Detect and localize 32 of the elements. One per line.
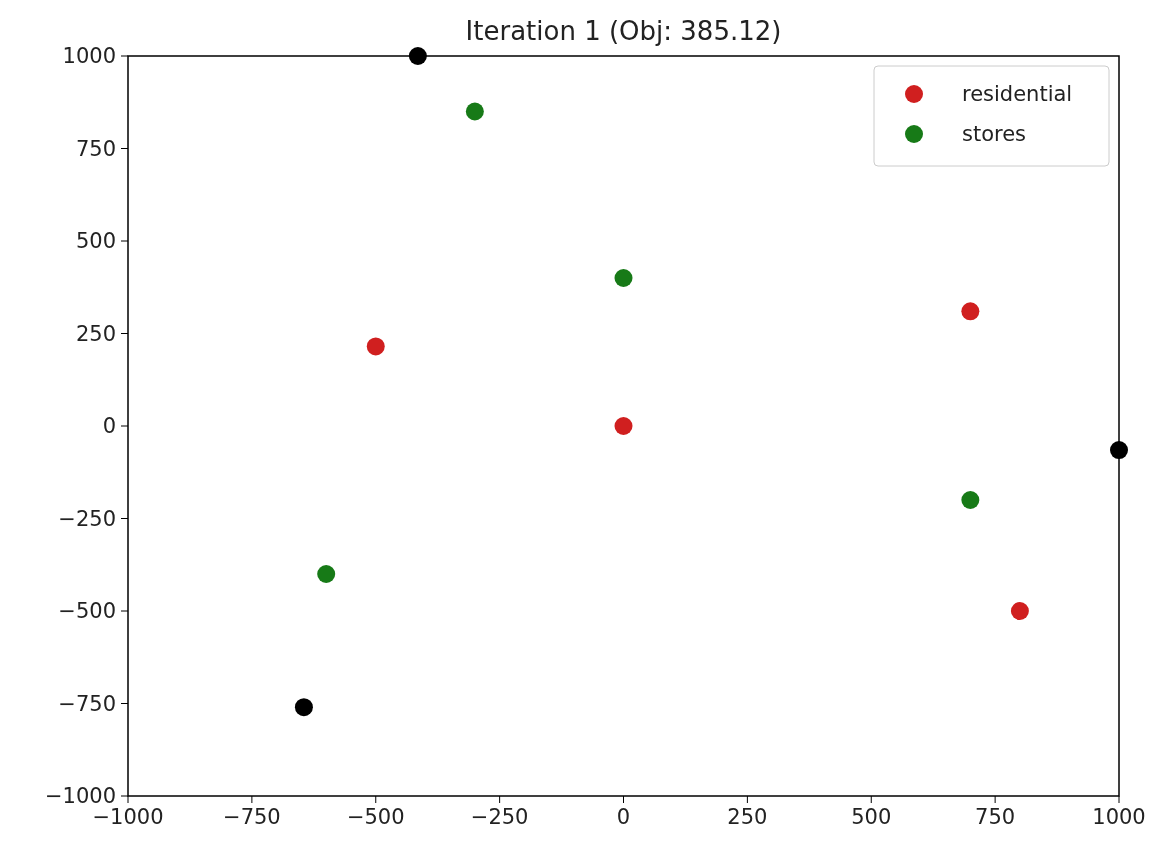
x-tick-label: −250 bbox=[470, 805, 529, 829]
point bbox=[1010, 602, 1029, 620]
point bbox=[614, 417, 633, 435]
y-tick-label: −250 bbox=[58, 506, 116, 531]
point bbox=[961, 302, 980, 321]
point bbox=[465, 102, 484, 121]
x-tick-label: 1000 bbox=[1092, 805, 1146, 829]
point bbox=[294, 698, 313, 717]
y-tick-label: −750 bbox=[58, 691, 116, 716]
x-tick-label: 250 bbox=[727, 805, 768, 829]
x-tick-label: −750 bbox=[223, 805, 281, 829]
point bbox=[366, 337, 385, 356]
x-tick-label: 0 bbox=[616, 805, 631, 829]
y-tick-label: −1000 bbox=[44, 784, 116, 808]
x-tick-label: −1000 bbox=[92, 805, 164, 829]
y-tick-label: 0 bbox=[102, 414, 116, 438]
y-tick-label: 1000 bbox=[62, 44, 116, 68]
point bbox=[408, 47, 427, 65]
y-tick-label: −500 bbox=[58, 599, 116, 623]
y-tick-label: 500 bbox=[75, 229, 116, 253]
x-tick-label: 500 bbox=[851, 805, 892, 829]
point bbox=[614, 269, 633, 287]
legend-label: residential bbox=[962, 82, 1073, 106]
point bbox=[317, 565, 336, 583]
point bbox=[961, 491, 980, 509]
chart-title: Iteration 1 (Obj: 385.12) bbox=[465, 16, 782, 46]
legend-label: stores bbox=[962, 122, 1027, 146]
x-tick-label: 750 bbox=[975, 805, 1016, 829]
x-tick-label: −500 bbox=[346, 805, 405, 829]
y-tick-label: 250 bbox=[75, 321, 116, 346]
y-tick-label: 750 bbox=[75, 136, 116, 161]
point bbox=[1110, 441, 1128, 460]
